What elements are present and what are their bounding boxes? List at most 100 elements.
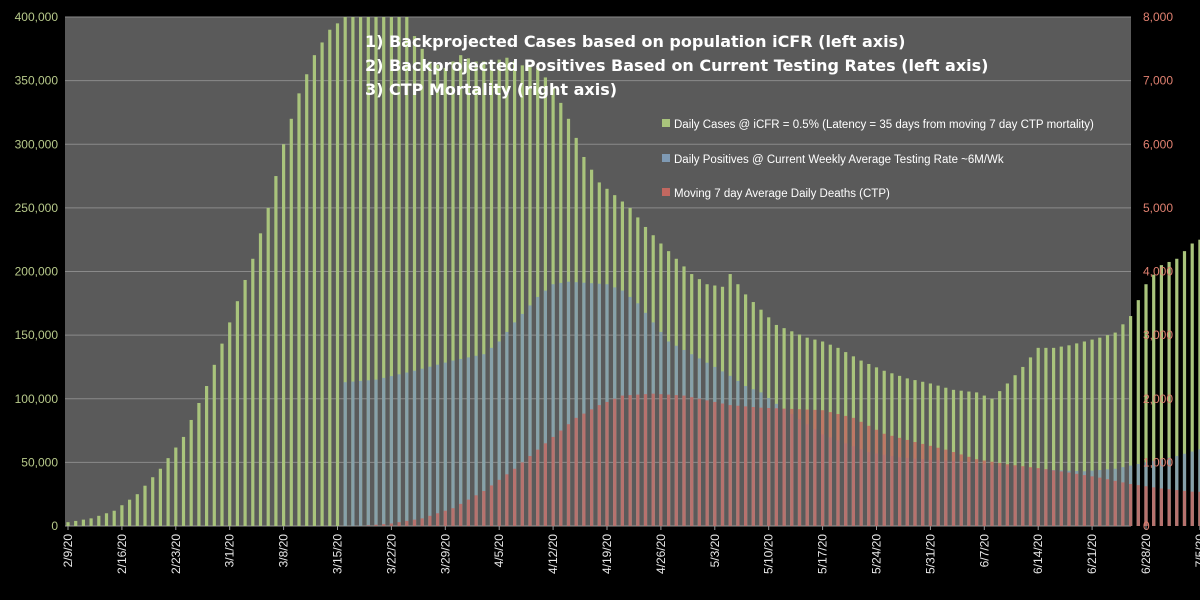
bar (351, 17, 355, 526)
x-tick-label: 4/26/20 (654, 534, 668, 574)
x-tick-label: 5/3/20 (708, 534, 722, 568)
bar (443, 362, 447, 526)
bar (828, 412, 832, 526)
bar (975, 459, 979, 526)
right-tick-label: 2,000 (1143, 392, 1173, 406)
bar (951, 452, 956, 526)
right-tick-label: 7,000 (1143, 74, 1173, 88)
bar (405, 372, 409, 526)
bar (990, 461, 994, 526)
bar (1121, 324, 1125, 526)
bar (628, 395, 632, 526)
x-tick-label: 5/17/20 (816, 534, 830, 574)
bar (1175, 490, 1179, 526)
legend-swatch-positives (662, 154, 670, 162)
bar (482, 61, 486, 526)
bar (536, 296, 540, 526)
bar (1182, 251, 1187, 526)
x-tick-label: 2/23/20 (169, 534, 183, 574)
bar (1167, 489, 1171, 526)
bar (705, 400, 709, 526)
bar (682, 395, 686, 526)
bar (320, 42, 324, 526)
bar (836, 414, 840, 526)
bars-layer (66, 17, 1200, 527)
bar (459, 358, 463, 526)
bar (1005, 383, 1009, 526)
bar (659, 394, 663, 526)
bar (489, 61, 494, 526)
bar (1105, 335, 1110, 527)
bar (605, 401, 609, 526)
bar (590, 283, 594, 526)
bar (1182, 490, 1187, 526)
x-tick-label: 2/16/20 (115, 534, 129, 574)
bar (1152, 274, 1156, 526)
bar (128, 499, 132, 526)
x-tick-label: 5/24/20 (870, 534, 884, 574)
bar (305, 74, 309, 526)
bar (474, 61, 478, 526)
bar (728, 405, 732, 526)
bar (1075, 343, 1079, 526)
bar (451, 508, 455, 526)
bar (1059, 346, 1063, 526)
bar (1136, 485, 1140, 526)
bar (474, 355, 478, 526)
bar (1021, 466, 1025, 526)
bar (513, 61, 517, 526)
bar (112, 510, 116, 526)
right-tick-label: 3,000 (1143, 328, 1173, 342)
bar (212, 364, 216, 526)
bar (520, 65, 524, 526)
bar (782, 408, 786, 526)
bar (436, 64, 440, 526)
bar (158, 468, 162, 526)
bar (774, 408, 778, 526)
bar (921, 443, 925, 526)
bar (1090, 476, 1094, 526)
bar (482, 491, 486, 526)
bar (1098, 477, 1102, 526)
bar (520, 313, 524, 526)
bar (505, 57, 509, 526)
bar (366, 380, 370, 526)
legend: Daily Cases @ iCFR = 0.5% (Latency = 35 … (662, 119, 1094, 200)
bar (790, 408, 794, 526)
bar (744, 406, 748, 526)
bar (620, 395, 624, 526)
x-tick-label: 6/7/20 (977, 534, 991, 568)
legend-label-positives: Daily Positives @ Current Weekly Average… (674, 154, 1004, 166)
bar (613, 398, 617, 526)
bar (1036, 468, 1040, 526)
bar (1105, 479, 1110, 526)
bar (443, 67, 447, 527)
bar (959, 454, 963, 526)
bar (1144, 486, 1148, 526)
bar (1136, 300, 1140, 526)
bar (651, 393, 655, 526)
x-tick-label: 3/29/20 (438, 534, 452, 574)
x-tick-label: 3/15/20 (331, 534, 345, 574)
bar (1090, 339, 1094, 526)
bar (520, 462, 524, 527)
bar (566, 424, 571, 526)
bar (1190, 243, 1194, 526)
left-tick-label: 300,000 (15, 137, 59, 151)
bar (89, 518, 93, 526)
bar (1121, 482, 1125, 526)
bar (736, 405, 740, 526)
bar (505, 331, 509, 526)
bar (566, 281, 571, 526)
bar (428, 61, 432, 526)
bar (104, 513, 109, 526)
bar (258, 233, 263, 526)
bar (882, 433, 886, 526)
bar (574, 282, 578, 526)
legend-label-cases: Daily Cases @ iCFR = 0.5% (Latency = 35 … (674, 119, 1094, 131)
bar (451, 61, 455, 526)
bar (1198, 491, 1200, 526)
bar (497, 59, 501, 526)
